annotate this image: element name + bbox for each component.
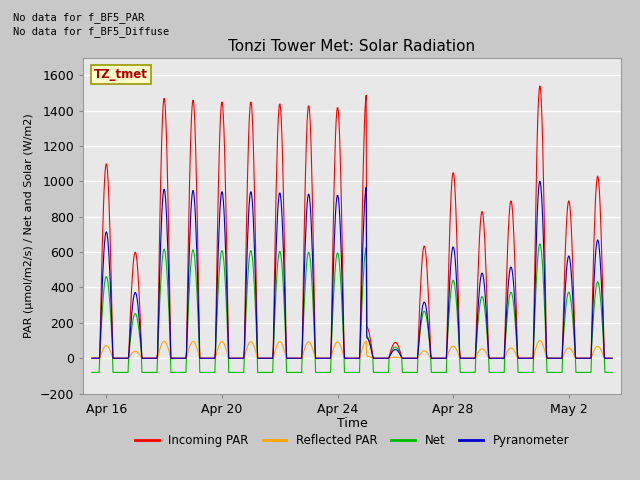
X-axis label: Time: Time bbox=[337, 417, 367, 430]
Text: TZ_tmet: TZ_tmet bbox=[94, 68, 148, 81]
Y-axis label: PAR (μmol/m2/s) / Net and Solar (W/m2): PAR (μmol/m2/s) / Net and Solar (W/m2) bbox=[24, 113, 35, 338]
Title: Tonzi Tower Met: Solar Radiation: Tonzi Tower Met: Solar Radiation bbox=[228, 39, 476, 54]
Text: No data for f_BF5_Diffuse: No data for f_BF5_Diffuse bbox=[13, 26, 169, 37]
Text: No data for f_BF5_PAR: No data for f_BF5_PAR bbox=[13, 12, 144, 23]
Legend: Incoming PAR, Reflected PAR, Net, Pyranometer: Incoming PAR, Reflected PAR, Net, Pyrano… bbox=[130, 429, 574, 452]
